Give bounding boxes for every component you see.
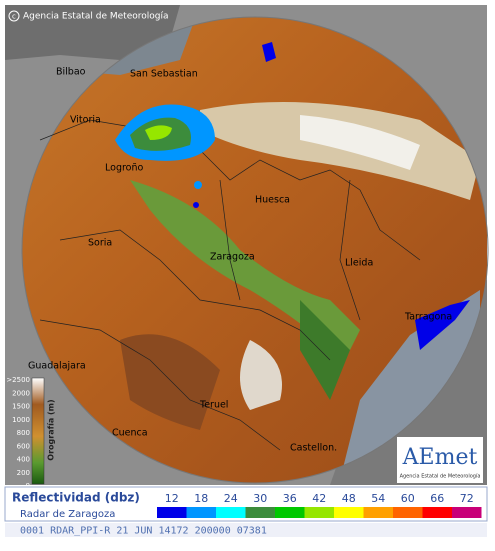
city-label: Huesca bbox=[255, 195, 290, 206]
copyright: Agencia Estatal de Meteorología bbox=[23, 12, 169, 22]
valley bbox=[300, 300, 350, 400]
sea bbox=[5, 5, 180, 60]
scale-swatch bbox=[186, 507, 216, 518]
city-label: Bilbao bbox=[56, 67, 86, 78]
scale-label: 66 bbox=[430, 492, 444, 505]
legend-title: Reflectividad (dbz) bbox=[12, 491, 140, 505]
city-label: Lleida bbox=[345, 258, 373, 269]
orography-bar bbox=[31, 377, 45, 485]
scale-label: 24 bbox=[224, 492, 238, 505]
snow bbox=[300, 115, 420, 170]
scale-swatch bbox=[245, 507, 275, 518]
orography-label: 200 bbox=[17, 469, 30, 477]
scale-swatch bbox=[334, 507, 364, 518]
orography-label: 1000 bbox=[12, 416, 30, 424]
logo: AEmet bbox=[402, 445, 478, 470]
orography-label: 400 bbox=[17, 456, 30, 464]
scale-label: 42 bbox=[312, 492, 326, 505]
reflectivity-scale: 12 18 24 30 36 42 48 54 60 66 72 bbox=[157, 492, 482, 518]
logo-subtitle: Agencia Estatal de Meteorología bbox=[400, 473, 481, 480]
city-label: Castellon. bbox=[290, 443, 337, 454]
city-label: Tarragona bbox=[404, 312, 452, 323]
status-text: 0001 RDAR_PPI-R 21 JUN 14172 200000 0738… bbox=[20, 526, 267, 537]
orography-label: 0 bbox=[26, 482, 30, 490]
city-label: Zaragoza bbox=[210, 252, 255, 263]
mountains bbox=[200, 102, 480, 200]
scale-swatch bbox=[157, 507, 187, 518]
scale-label: 72 bbox=[460, 492, 474, 505]
city-label: Cuenca bbox=[112, 428, 148, 439]
orography-label: 800 bbox=[17, 429, 30, 437]
scale-swatch bbox=[452, 507, 482, 518]
status-bar bbox=[5, 523, 487, 537]
highlands bbox=[240, 340, 282, 410]
scale-label: 36 bbox=[283, 492, 297, 505]
copyright-icon: c bbox=[12, 13, 16, 21]
scale-label: 54 bbox=[371, 492, 385, 505]
city-label: Guadalajara bbox=[28, 361, 86, 372]
scale-swatch bbox=[363, 507, 393, 518]
city-label: Teruel bbox=[199, 400, 228, 411]
logo-box bbox=[397, 437, 483, 483]
city-label: Logroño bbox=[105, 163, 143, 174]
scale-swatch bbox=[393, 507, 423, 518]
scale-label: 18 bbox=[194, 492, 208, 505]
city-label: Vitoria bbox=[70, 115, 101, 126]
terrain bbox=[120, 334, 220, 430]
scale-label: 60 bbox=[401, 492, 415, 505]
orography-title: Orografía (m) bbox=[47, 399, 56, 460]
orography-label: >2500 bbox=[6, 376, 30, 384]
city-label: San Sebastian bbox=[130, 69, 198, 80]
city-label: Soria bbox=[88, 238, 112, 249]
scale-swatch bbox=[216, 507, 246, 518]
scale-swatch bbox=[304, 507, 334, 518]
scale-label: 12 bbox=[165, 492, 179, 505]
scale-label: 30 bbox=[253, 492, 267, 505]
orography-label: 1500 bbox=[12, 403, 30, 411]
cities: Bilbao San Sebastian Vitoria Logroño Hue… bbox=[28, 67, 452, 454]
radar-range bbox=[21, 16, 489, 484]
radar-name: Radar de Zaragoza bbox=[20, 509, 115, 520]
copyright-icon bbox=[8, 10, 20, 22]
orography-label: 2000 bbox=[12, 389, 30, 397]
radar-echoes bbox=[115, 42, 470, 350]
scale-swatch bbox=[422, 507, 452, 518]
scale-swatch bbox=[275, 507, 305, 518]
orography-label: 600 bbox=[17, 442, 30, 450]
scale-label: 48 bbox=[342, 492, 356, 505]
